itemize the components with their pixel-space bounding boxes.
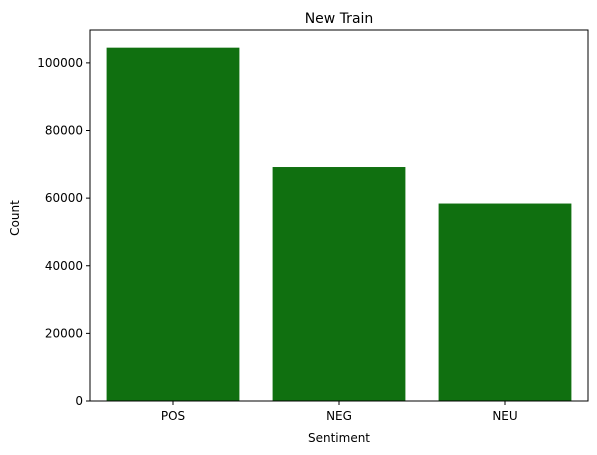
bar-neu xyxy=(438,203,572,401)
y-tick-label: 0 xyxy=(75,394,83,408)
y-tick-label: 100000 xyxy=(37,56,83,70)
y-tick-label: 80000 xyxy=(45,124,83,138)
y-tick-label: 20000 xyxy=(45,326,83,340)
bar-neg xyxy=(272,167,406,401)
x-tick-label: POS xyxy=(161,409,185,423)
y-axis-ticks: 0 20000 40000 60000 80000 100000 xyxy=(37,56,90,408)
y-tick-label: 40000 xyxy=(45,259,83,273)
bars-group xyxy=(106,47,572,402)
y-axis-label: Count xyxy=(8,200,22,236)
bar-pos xyxy=(106,47,240,402)
chart-title: New Train xyxy=(305,11,374,27)
x-axis-label: Sentiment xyxy=(308,431,370,445)
x-axis-ticks: POS NEG NEU xyxy=(161,401,518,423)
x-tick-label: NEU xyxy=(492,409,517,423)
y-tick-label: 60000 xyxy=(45,191,83,205)
plot-frame xyxy=(89,29,589,402)
x-tick-label: NEG xyxy=(326,409,352,423)
